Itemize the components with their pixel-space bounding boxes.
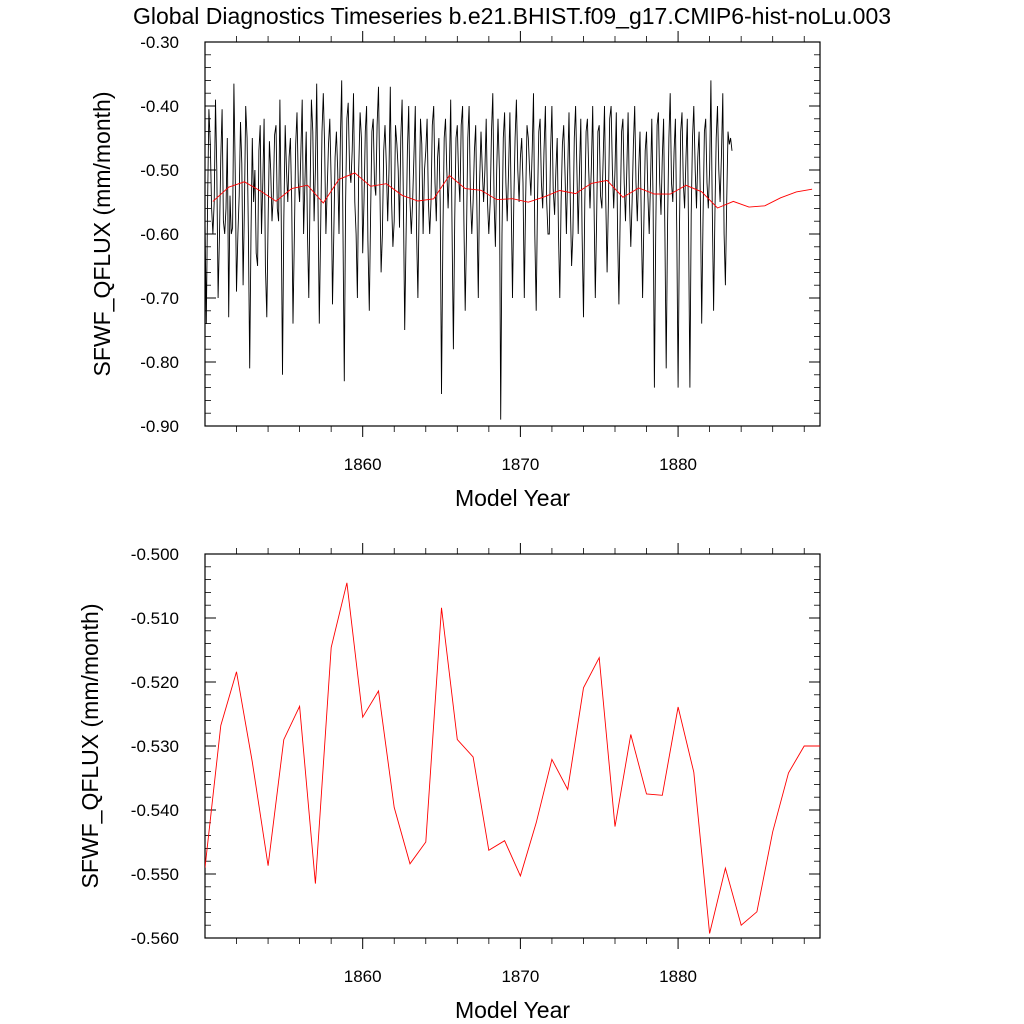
- y-tick-label: -0.30: [140, 33, 179, 52]
- y-axis-label: SFWF_QFLUX (mm/month): [77, 604, 103, 889]
- x-axis-label: Model Year: [455, 485, 570, 511]
- y-axis-label: SFWF_QFLUX (mm/month): [89, 92, 115, 377]
- monthly-series-line: [205, 80, 733, 420]
- x-tick-label: 1870: [501, 455, 539, 474]
- y-tick-label: -0.40: [140, 97, 179, 116]
- annual-series-line: [212, 172, 813, 209]
- y-tick-label: -0.510: [131, 609, 179, 628]
- bottom-panel: -0.500 -0.510 -0.520 -0.530 -0.540 -0.550 -0.5…: [77, 543, 821, 1023]
- y-tick-label: -0.80: [140, 353, 179, 372]
- x-tick-label: 1860: [344, 455, 382, 474]
- y-tick-label: -0.550: [131, 865, 179, 884]
- figure-title: Global Diagnostics Timeseries b.e21.BHIS…: [133, 3, 891, 29]
- y-tick-label: -0.50: [140, 161, 179, 180]
- top-panel: -0.30 -0.40 -0.50 -0.60 -0.70 -0.80 -0.90 1860 1…: [89, 31, 821, 511]
- annual-series-line: [205, 582, 820, 934]
- y-tick-label: -0.530: [131, 737, 179, 756]
- x-tick-label: 1880: [659, 455, 697, 474]
- y-tick-label: -0.60: [140, 225, 179, 244]
- y-tick-label: -0.560: [131, 929, 179, 948]
- y-tick-label: -0.520: [131, 673, 179, 692]
- plot-frame: [204, 41, 821, 427]
- y-tick-label: -0.90: [140, 417, 179, 436]
- y-tick-label: -0.500: [131, 545, 179, 564]
- x-axis-label: Model Year: [455, 997, 570, 1023]
- y-tick-label: -0.70: [140, 289, 179, 308]
- plot-frame: [204, 553, 821, 939]
- x-tick-label: 1860: [344, 967, 382, 986]
- y-tick-label: -0.540: [131, 801, 179, 820]
- x-tick-label: 1870: [501, 967, 539, 986]
- x-tick-label: 1880: [659, 967, 697, 986]
